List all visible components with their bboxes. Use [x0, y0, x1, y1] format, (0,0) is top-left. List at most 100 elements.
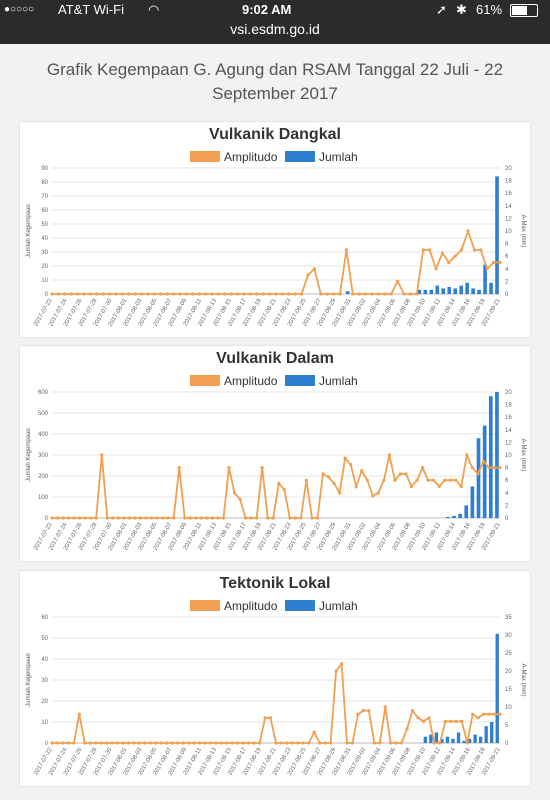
y2-tick-label: 0 — [505, 741, 509, 747]
amplitudo-point — [133, 292, 137, 296]
amplitudo-point — [416, 716, 420, 720]
amplitudo-point — [356, 712, 360, 716]
amplitudo-point — [159, 292, 163, 296]
amplitudo-point — [307, 741, 311, 745]
legend-swatch-amplitudo — [190, 600, 220, 611]
y2-tick-label: 8 — [505, 242, 509, 248]
y-tick-label: 30 — [41, 250, 48, 256]
legend-swatch-jumlah — [285, 600, 315, 611]
jumlah-bar — [435, 285, 440, 294]
y2-tick-label: 12 — [505, 440, 512, 446]
jumlah-bar — [451, 738, 455, 743]
amplitudo-point — [448, 478, 452, 482]
y-tick-label: 0 — [45, 741, 49, 747]
amplitudo-point — [394, 741, 398, 745]
jumlah-bar — [458, 513, 462, 518]
amplitudo-point — [248, 292, 252, 296]
amplitudo-point — [349, 462, 353, 467]
amplitudo-point — [122, 516, 126, 520]
amplitudo-point — [229, 292, 233, 296]
y2-tick-label: 25 — [505, 651, 512, 657]
amplitudo-point — [203, 741, 207, 745]
y2-tick-label: 20 — [505, 166, 512, 172]
y2-tick-label: 10 — [505, 453, 512, 459]
bluetooth-icon: ✱ — [456, 2, 467, 17]
y-tick-label: 50 — [41, 636, 48, 642]
jumlah-bar — [495, 176, 499, 294]
amplitudo-point — [383, 705, 387, 709]
amplitudo-point — [318, 741, 322, 745]
amplitudo-point — [459, 484, 463, 489]
amplitudo-point — [290, 741, 294, 745]
amplitudo-point — [194, 516, 198, 520]
amplitudo-point — [172, 516, 176, 520]
y-tick-label: 40 — [41, 657, 48, 663]
amplitudo-point — [188, 516, 192, 520]
amplitudo-point — [260, 466, 264, 470]
amplitudo-point — [143, 741, 147, 745]
y-tick-label: 100 — [38, 495, 49, 501]
amplitudo-point — [427, 716, 431, 720]
y2-tick-label: 20 — [505, 390, 512, 396]
amplitudo-point — [421, 248, 425, 252]
amplitudo-point — [191, 292, 195, 296]
y-tick-label: 200 — [38, 474, 49, 480]
amplitudo-point — [61, 741, 65, 745]
amplitudo-point — [460, 719, 464, 723]
wifi-icon: ◠ — [148, 2, 160, 17]
legend-label-jumlah: Jumlah — [319, 374, 358, 388]
amplitudo-point — [312, 267, 316, 271]
amplitudo-point — [296, 741, 300, 745]
amplitudo-point — [410, 709, 415, 713]
jumlah-bar — [495, 633, 499, 743]
jumlah-bar — [488, 396, 493, 518]
amplitudo-point — [161, 516, 165, 520]
legend-label-jumlah: Jumlah — [319, 150, 358, 164]
amplitudo-point — [172, 292, 176, 296]
amplitudo-point — [69, 292, 73, 296]
y-axis-label: Jumlah Kegempaan — [26, 428, 32, 481]
y-tick-label: 300 — [38, 453, 49, 459]
amplitudo-point — [105, 741, 109, 745]
amplitudo-point — [310, 516, 314, 520]
jumlah-bar — [417, 289, 422, 294]
jumlah-bar — [467, 738, 472, 743]
amplitudo-point — [152, 292, 156, 296]
amplitudo-point — [63, 292, 67, 296]
amplitudo-point — [408, 292, 412, 296]
address-bar[interactable]: vsi.esdm.go.id — [0, 20, 550, 44]
amplitudo-point — [243, 516, 248, 520]
y2-axis-label: A-Max (mm) — [520, 664, 526, 697]
amplitudo-point — [181, 741, 185, 745]
amplitudo-point — [325, 292, 329, 296]
amplitudo-point — [268, 716, 273, 720]
amplitudo-point — [263, 716, 267, 720]
y-tick-label: 70 — [41, 194, 48, 200]
amplitudo-point — [421, 719, 426, 723]
amplitudo-point — [192, 741, 196, 745]
y2-tick-label: 0 — [505, 292, 509, 298]
amplitudo-line — [52, 661, 500, 744]
amplitudo-point — [438, 741, 442, 745]
legend-swatch-jumlah — [285, 151, 315, 162]
jumlah-bar — [456, 732, 461, 743]
amplitudo-point — [383, 292, 387, 296]
amplitudo-point — [101, 292, 105, 296]
y2-tick-label: 4 — [505, 267, 509, 273]
y-tick-label: 80 — [41, 180, 48, 186]
amplitudo-point — [232, 491, 237, 495]
amplitudo-point — [350, 741, 355, 745]
amplitudo-point — [255, 516, 259, 520]
amplitudo-point — [482, 712, 486, 716]
amplitudo-point — [376, 292, 380, 296]
y2-tick-label: 16 — [505, 415, 512, 421]
jumlah-bar — [471, 288, 475, 294]
amplitudo-point — [99, 741, 103, 745]
amplitudo-point — [94, 741, 98, 745]
y2-tick-label: 6 — [505, 254, 509, 260]
url-text[interactable]: vsi.esdm.go.id — [230, 21, 320, 37]
amplitudo-point — [197, 292, 201, 296]
amplitudo-point — [443, 478, 447, 482]
y-tick-label: 30 — [41, 678, 48, 684]
